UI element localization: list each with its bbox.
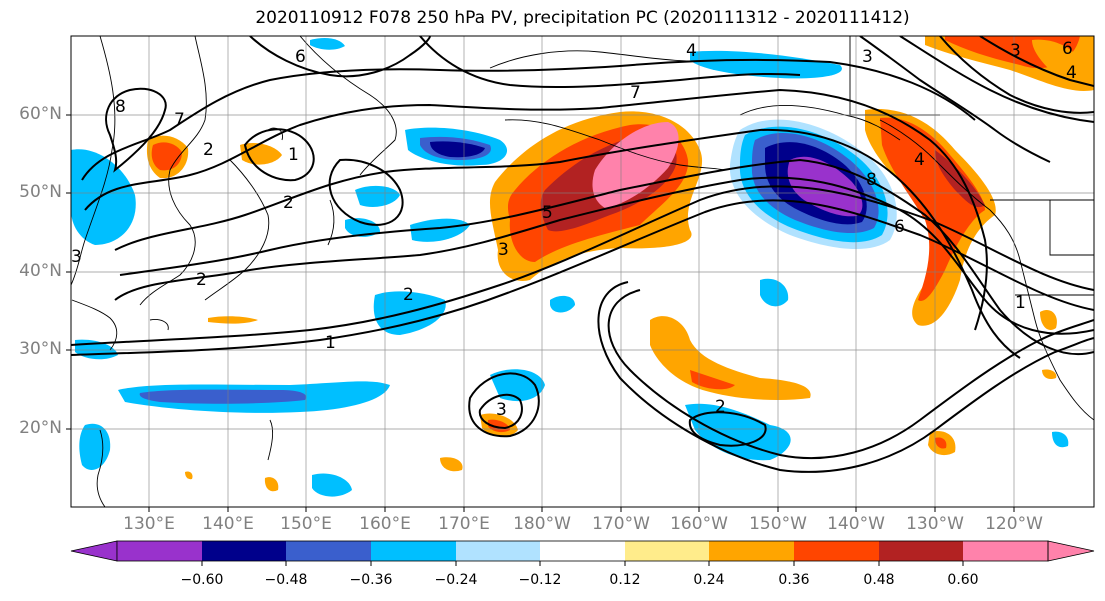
colorbar-segment: [963, 541, 1048, 561]
contour-label: 3: [862, 47, 873, 67]
colorbar-tick-label: 0.24: [693, 572, 725, 588]
contour-label: 3: [498, 240, 509, 260]
contour-label: 7: [630, 83, 641, 103]
lat-label: 40°N: [19, 261, 62, 281]
colorbar-tick-label: −0.24: [434, 572, 478, 588]
lon-label: 140°E: [202, 514, 254, 534]
lon-label: 160°E: [359, 514, 411, 534]
lat-label: 60°N: [19, 104, 62, 124]
contour-label: 4: [686, 41, 697, 61]
colorbar-segment: [371, 541, 456, 561]
colorbar: [70, 540, 1095, 566]
contour-label: 2: [203, 140, 214, 160]
colorbar-tick-label: −0.48: [264, 572, 308, 588]
contour-label: 3: [496, 400, 507, 420]
lat-label: 30°N: [19, 339, 62, 359]
lon-label: 130°W: [906, 514, 964, 534]
colorbar-frame: [116, 540, 1049, 562]
contour-label: 4: [914, 150, 925, 170]
colorbar-tick-label: −0.36: [349, 572, 393, 588]
colorbar-segment: [456, 541, 540, 561]
colorbar-tick-label: 0.48: [863, 572, 895, 588]
colorbar-segment: [117, 541, 202, 561]
contour-label: 2: [196, 270, 207, 290]
lon-label: 150°E: [280, 514, 332, 534]
lat-label: 50°N: [19, 182, 62, 202]
contour-label: 6: [295, 47, 306, 67]
contour-label: 4: [1066, 63, 1077, 83]
contour-label: 5: [542, 203, 553, 223]
precipitation-shading: [71, 36, 1094, 497]
colorbar-tick-label: −0.60: [180, 572, 224, 588]
contour-label: 8: [115, 97, 126, 117]
lon-label: 160°W: [670, 514, 728, 534]
colorbar-segment: [540, 541, 625, 561]
colorbar-segment: [709, 541, 794, 561]
colorbar-low-extension: [70, 540, 118, 562]
map-title: 2020110912 F078 250 hPa PV, precipitatio…: [255, 8, 910, 28]
coastlines: [71, 36, 1094, 507]
contour-label: 8: [866, 170, 877, 190]
lat-label: 20°N: [19, 418, 62, 438]
colorbar-tick-label: 0.36: [778, 572, 810, 588]
colorbar-segment: [794, 541, 879, 561]
contour-label: 2: [403, 285, 414, 305]
axis-ticks: [66, 114, 1015, 512]
colorbar-segment: [625, 541, 709, 561]
contour-label: 2: [715, 397, 726, 417]
contour-label: 1: [1015, 293, 1026, 313]
colorbar-tick-label: −0.12: [518, 572, 562, 588]
colorbar-segment: [286, 541, 371, 561]
pv-contours: [71, 36, 1094, 473]
colorbar-high-extension: [1047, 540, 1095, 562]
lon-label: 180°W: [513, 514, 571, 534]
contour-label: 3: [71, 247, 82, 267]
contour-label: 1: [288, 145, 299, 165]
lon-label: 130°E: [123, 514, 175, 534]
contour-label: 7: [174, 110, 185, 130]
contour-label: 1: [325, 333, 336, 353]
contour-label: 2: [283, 193, 294, 213]
contour-labels: 6 4 7 3 8 7 1 2 2 5 3 2 1 2 3 8 6 4 3 1 …: [71, 39, 1077, 420]
contour-label: 3: [1010, 41, 1021, 61]
lon-label: 170°W: [592, 514, 650, 534]
colorbar-tick-label: 0.60: [947, 572, 979, 588]
contour-label: 6: [894, 217, 905, 237]
colorbar-segment: [202, 541, 286, 561]
contour-label: 6: [1062, 39, 1073, 59]
lon-label: 120°W: [985, 514, 1043, 534]
lon-label: 150°W: [749, 514, 807, 534]
lon-label: 170°E: [438, 514, 490, 534]
lon-label: 140°W: [827, 514, 885, 534]
colorbar-tick-label: 0.12: [609, 572, 641, 588]
colorbar-segment: [879, 541, 963, 561]
